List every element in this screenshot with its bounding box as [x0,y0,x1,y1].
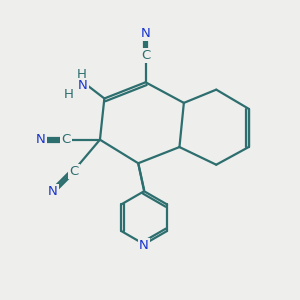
Text: N: N [48,185,58,198]
Text: N: N [141,27,151,40]
Text: C: C [141,49,150,62]
Text: C: C [69,165,79,178]
Text: H: H [77,68,87,80]
Text: C: C [61,133,71,146]
Text: N: N [78,79,88,92]
Text: N: N [139,238,149,252]
Text: N: N [36,133,46,146]
Text: H: H [64,88,74,100]
